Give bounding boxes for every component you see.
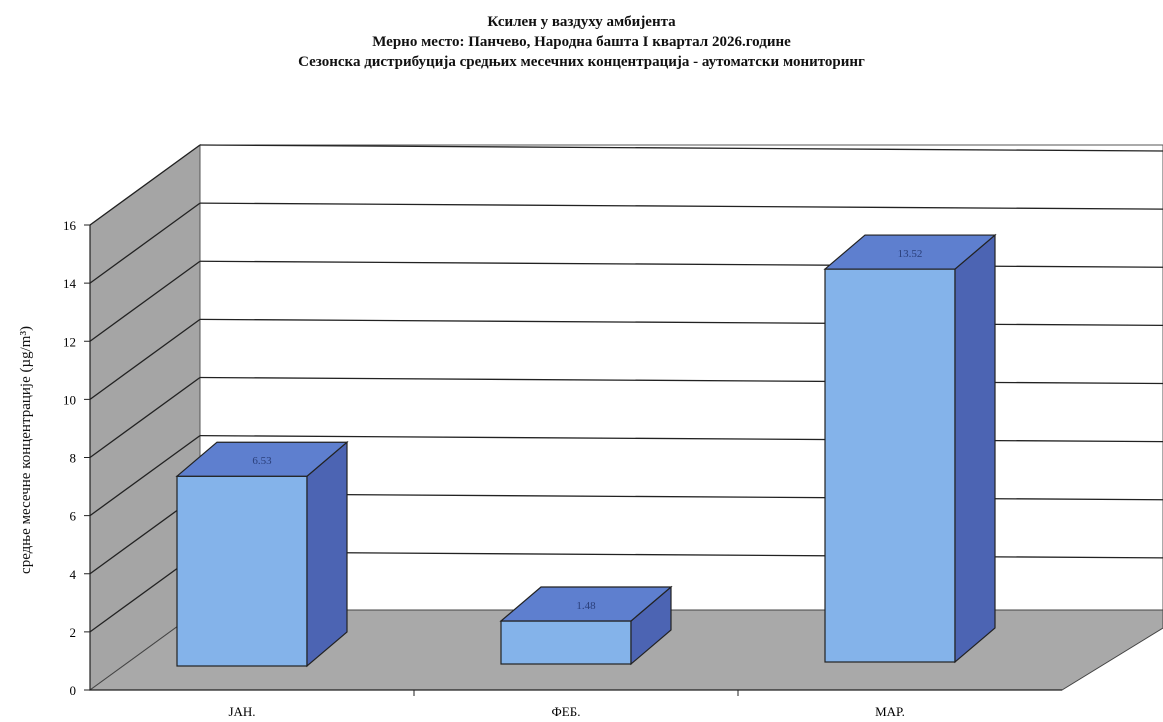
gridline-side [89, 318, 201, 400]
gridline [199, 376, 1163, 385]
data-label: 1.48 [576, 600, 596, 612]
chart-titles: Ксилен у ваздуху амбијента Мерно место: … [0, 12, 1163, 72]
chart-subtitle-2: Сезонска дистрибуција средњих месечних к… [298, 54, 865, 70]
y-tick-label: 0 [70, 683, 77, 698]
gridline-side [89, 376, 201, 459]
y-tick-label: 16 [63, 218, 77, 233]
chart-subtitle-1: Мерно место: Панчево, Народна башта I кв… [372, 34, 791, 50]
gridline [199, 202, 1163, 210]
gridline-side [89, 260, 201, 342]
x-category-label: ЈАН. [228, 704, 255, 719]
chart-title: Ксилен у ваздуху амбијента [487, 14, 676, 30]
y-tick-label: 8 [70, 451, 77, 466]
bar-front [500, 620, 632, 665]
bar-front [824, 268, 956, 663]
gridline-side [89, 435, 201, 517]
gridline [199, 144, 1163, 152]
y-tick-label: 14 [63, 276, 77, 291]
x-category-label: МАР. [875, 704, 905, 719]
bar-side [306, 440, 348, 668]
bar-front [176, 475, 308, 667]
data-label: 6.53 [252, 455, 272, 467]
bar-top [823, 234, 997, 270]
y-axis-title: средње месечне концентрације (µg/m³) [18, 326, 34, 574]
bar-top [499, 586, 673, 622]
gridline [199, 318, 1163, 327]
gridline [199, 434, 1163, 443]
gridline-side [89, 202, 201, 284]
bar-side [954, 233, 996, 664]
y-axis-label: средње месечне концентрације (µg/m³) [18, 326, 34, 574]
gridline [199, 493, 1163, 501]
y-tick-label: 2 [70, 625, 77, 640]
y-tick-label: 10 [63, 392, 76, 407]
gridline-side [89, 144, 201, 226]
gridline [199, 260, 1163, 268]
y-tick-label: 12 [63, 334, 76, 349]
x-category-label: ФЕБ. [552, 704, 581, 719]
data-label: 13.52 [898, 248, 923, 260]
gridline [199, 551, 1163, 559]
y-tick-label: 4 [70, 567, 77, 582]
y-tick-label: 6 [70, 509, 77, 524]
bar-top [175, 441, 349, 477]
